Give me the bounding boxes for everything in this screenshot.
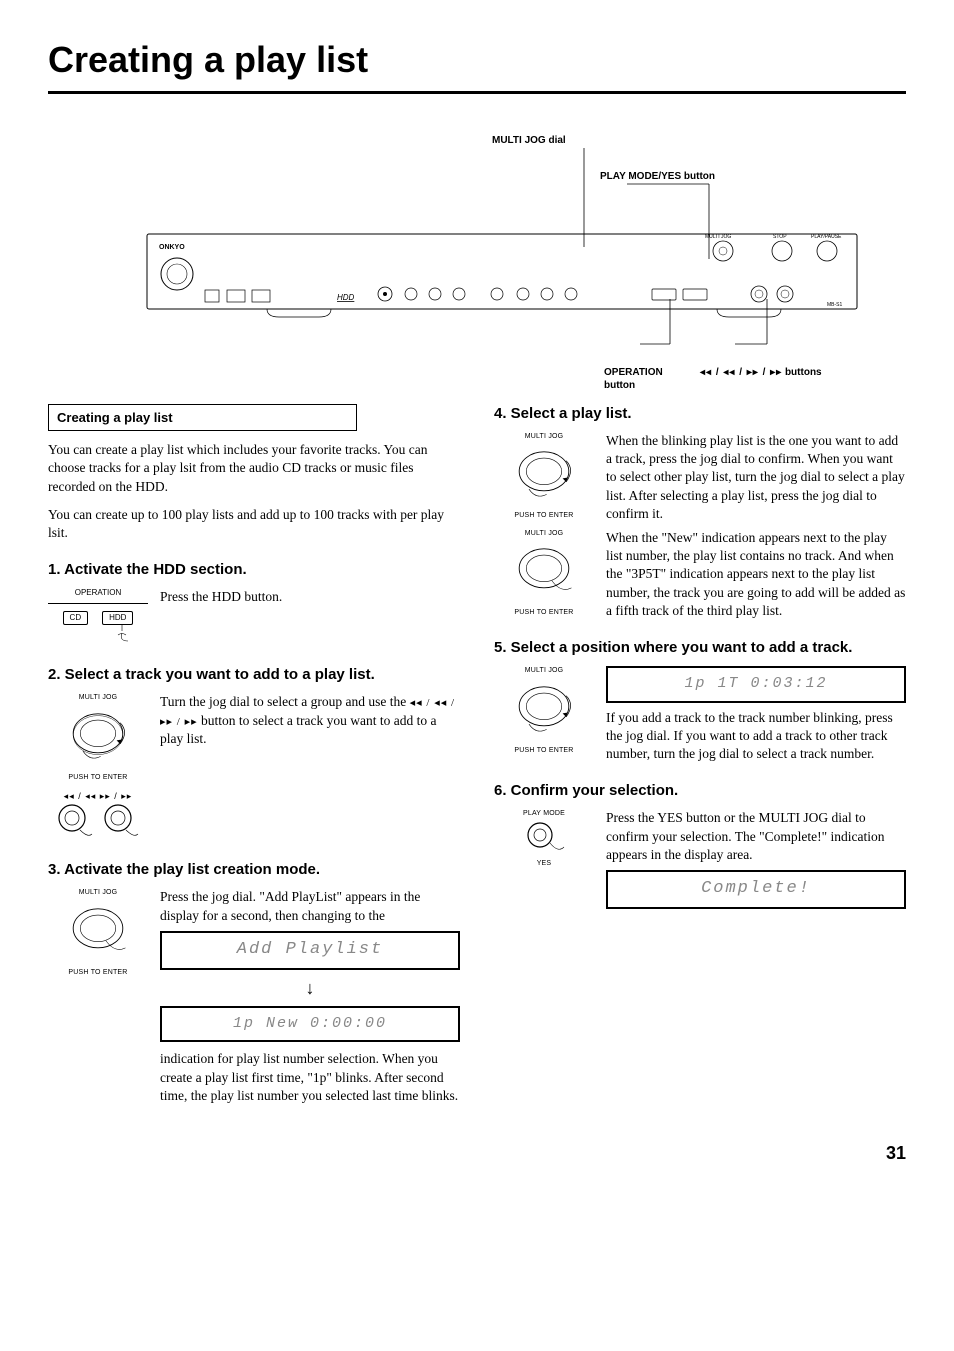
arrow-down-icon: ↓ <box>160 976 460 1000</box>
lcd-new-playlist: 1p New 0:00:00 <box>160 1006 460 1042</box>
knob-left-icon <box>54 802 94 842</box>
intro-paragraph-1: You can create a play list which include… <box>48 441 460 496</box>
label-play-mode-yes: PLAY MODE/YES button <box>600 170 715 184</box>
lcd-track-position: 1p 1T 0:03:12 <box>606 666 906 702</box>
hdd-indicator: HDD <box>337 293 355 302</box>
knob-right-icon <box>100 802 140 842</box>
svg-text:MB-S1: MB-S1 <box>827 302 843 308</box>
left-column: Creating a play list You can create a pl… <box>48 404 460 1111</box>
finger-press-icon <box>48 625 148 643</box>
jog-dial-icon <box>67 900 129 962</box>
jog-dial-icon <box>513 540 575 602</box>
svg-text:PLAY/PAUSE: PLAY/PAUSE <box>811 234 842 240</box>
step-3-heading: 3. Activate the play list creation mode. <box>48 860 460 880</box>
device-callout-figure: MULTI JOG dial PLAY MODE/YES button OPER… <box>48 134 906 364</box>
step-4-heading: 4. Select a play list. <box>494 404 906 424</box>
step-1-heading: 1. Activate the HDD section. <box>48 560 460 580</box>
step-3-after: indication for play list number selectio… <box>160 1050 460 1105</box>
step-3-icon: MULTI JOG PUSH TO ENTER <box>48 888 148 977</box>
page-number: 31 <box>48 1141 906 1165</box>
right-column: 4. Select a play list. MULTI JOG PUSH TO… <box>494 404 906 1111</box>
step-4-text-2: When the "New" indication appears next t… <box>606 529 906 620</box>
label-operation-btn: OPERATION button <box>604 366 674 393</box>
step-2-heading: 2. Select a track you want to add to a p… <box>48 665 460 685</box>
svg-text:STOP: STOP <box>773 234 787 240</box>
jog-dial-icon <box>67 705 129 767</box>
step-5-icon: MULTI JOG PUSH TO ENTER <box>494 666 594 755</box>
step-3-text: Press the jog dial. "Add PlayList" appea… <box>160 888 460 924</box>
step-5-heading: 5. Select a position where you want to a… <box>494 638 906 658</box>
step-4-icon-b: MULTI JOG PUSH TO ENTER <box>494 529 594 618</box>
page-title: Creating a play list <box>48 36 906 94</box>
step-1-icon: OPERATION CD HDD <box>48 588 148 647</box>
step-2-icon: MULTI JOG PUSH TO ENTER ◂◂ / ◂◂ ▸▸ / ▸▸ <box>48 693 148 842</box>
hdd-button: HDD <box>102 611 133 625</box>
step-6-heading: 6. Confirm your selection. <box>494 781 906 801</box>
lcd-add-playlist: Add Playlist <box>160 931 460 970</box>
device-brand: ONKYO <box>159 244 185 251</box>
section-heading-box: Creating a play list <box>48 404 357 432</box>
svg-text:MULTI JOG: MULTI JOG <box>705 234 731 240</box>
step-1-text: Press the HDD button. <box>160 588 460 606</box>
step-4-text-1: When the blinking play list is the one y… <box>606 432 906 523</box>
step-5-text: If you add a track to the track number b… <box>606 709 906 764</box>
step-2-text: Turn the jog dial to select a group and … <box>160 693 460 748</box>
step-6-text: Press the YES button or the MULTI JOG di… <box>606 809 906 864</box>
intro-paragraph-2: You can create up to 100 play lists and … <box>48 506 460 542</box>
label-multi-jog: MULTI JOG dial <box>492 134 566 148</box>
jog-dial-icon <box>513 443 575 505</box>
jog-dial-icon <box>513 678 575 740</box>
device-diagram-svg: ONKYO HDD MULTI JOG <box>87 134 867 364</box>
small-knob-row <box>378 287 577 301</box>
yes-button-icon <box>522 819 566 855</box>
lcd-complete: Complete! <box>606 870 906 909</box>
step-6-icon: PLAY MODE YES <box>494 809 594 868</box>
label-transport-btns: ◂◂ / ◂◂ / ▸▸ / ▸▸ buttons <box>700 366 840 380</box>
step-4-icon-a: MULTI JOG PUSH TO ENTER <box>494 432 594 521</box>
cd-button: CD <box>63 611 89 625</box>
